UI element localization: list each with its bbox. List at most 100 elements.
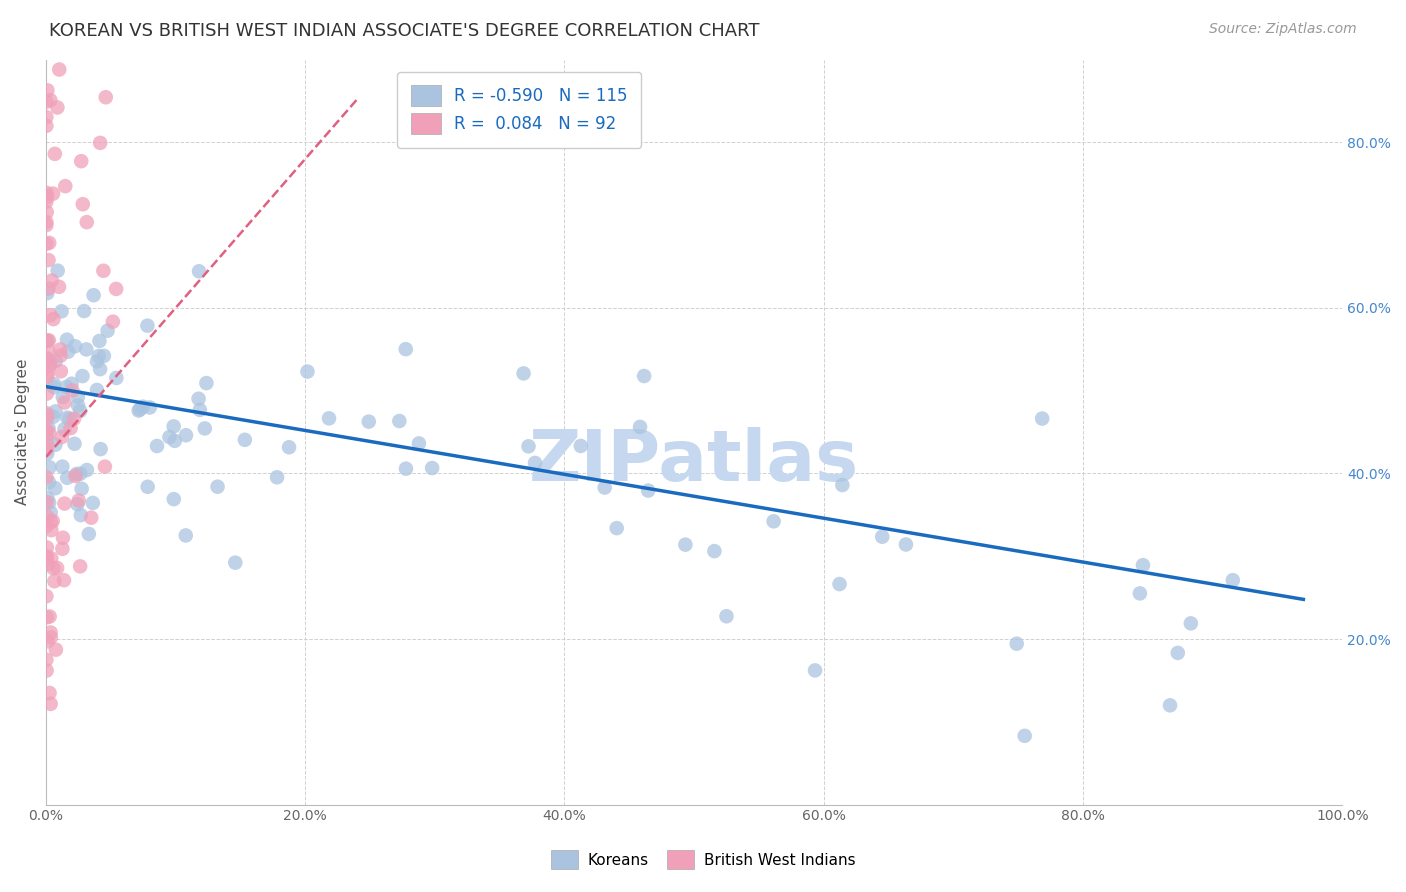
Point [39, 625, 62, 640]
Point [42, 186, 65, 201]
Point [59, 421, 82, 435]
Point [35, 664, 58, 678]
Point [97, 324, 120, 338]
Point [53, 179, 76, 194]
Point [35, 495, 58, 509]
Point [70, 154, 93, 169]
Point [37, 438, 59, 452]
Point [77, 527, 100, 541]
Point [395, 461, 418, 475]
Point [66, 390, 89, 404]
Point [42, 312, 65, 326]
Point [35, 610, 58, 624]
Point [37, 446, 59, 460]
Point [73, 304, 96, 318]
Point [35, 653, 58, 667]
Point [38, 253, 60, 268]
Point [37, 352, 59, 367]
Point [762, 514, 785, 528]
Point [53, 422, 76, 436]
Point [35, 236, 58, 251]
Point [1222, 573, 1244, 587]
Point [37, 351, 59, 366]
Point [408, 436, 430, 450]
Point [52, 390, 75, 404]
Point [37, 190, 59, 204]
Point [1129, 586, 1152, 600]
Point [128, 403, 150, 417]
Point [136, 480, 159, 494]
Point [69, 508, 91, 522]
Point [42, 409, 65, 424]
Point [395, 342, 418, 356]
Point [89, 362, 111, 376]
Point [82, 496, 104, 510]
Point [37, 281, 59, 295]
Point [86, 383, 108, 397]
Point [51, 459, 73, 474]
Point [870, 530, 893, 544]
Point [56, 471, 79, 485]
Point [1132, 558, 1154, 573]
Point [35, 442, 58, 457]
Point [38, 359, 60, 373]
Point [45, 642, 67, 657]
Point [628, 420, 651, 434]
Point [46, 263, 69, 277]
Point [105, 371, 128, 385]
Point [65, 467, 87, 481]
Point [72, 369, 94, 384]
Point [35, 218, 58, 232]
Point [66, 497, 89, 511]
Point [42, 380, 65, 394]
Point [37, 408, 59, 422]
Point [89, 334, 111, 348]
Point [39, 515, 62, 529]
Point [637, 483, 659, 498]
Point [89, 136, 111, 150]
Point [35, 423, 58, 437]
Point [41, 523, 63, 537]
Point [673, 538, 696, 552]
Point [593, 481, 616, 495]
Point [37, 557, 59, 571]
Point [139, 401, 162, 415]
Point [1167, 646, 1189, 660]
Point [37, 83, 59, 97]
Point [67, 493, 90, 508]
Point [129, 402, 152, 417]
Point [39, 93, 62, 107]
Point [188, 403, 211, 417]
Point [35, 334, 58, 348]
Point [37, 366, 59, 380]
Point [101, 315, 124, 329]
Point [38, 686, 60, 700]
Point [37, 421, 59, 435]
Point [318, 411, 340, 425]
Point [70, 482, 93, 496]
Point [266, 470, 288, 484]
Point [1014, 729, 1036, 743]
Point [41, 274, 63, 288]
Point [297, 365, 319, 379]
Point [86, 354, 108, 368]
Point [163, 492, 186, 507]
Point [38, 425, 60, 440]
Point [278, 440, 301, 454]
Point [48, 280, 70, 294]
Point [56, 333, 79, 347]
Point [35, 551, 58, 566]
Point [69, 467, 91, 481]
Point [35, 110, 58, 124]
Point [159, 430, 181, 444]
Point [63, 339, 86, 353]
Point [51, 541, 73, 556]
Point [233, 433, 256, 447]
Point [38, 475, 60, 490]
Point [357, 415, 380, 429]
Point [69, 404, 91, 418]
Point [46, 100, 69, 114]
Point [37, 433, 59, 447]
Point [76, 463, 98, 477]
Point [136, 318, 159, 333]
